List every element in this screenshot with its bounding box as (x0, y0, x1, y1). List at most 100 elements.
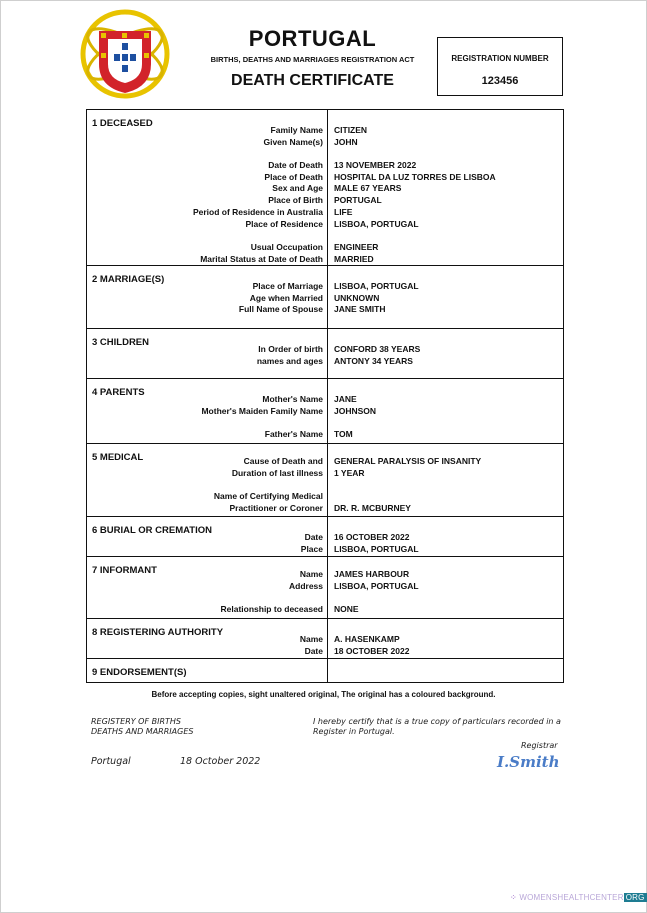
field-value: MARRIED (334, 253, 374, 264)
registry-line-1: REGISTERY OF BIRTHS (91, 717, 182, 726)
field-label: Given Name(s) (263, 136, 323, 147)
watermark-suffix: ORG (623, 893, 647, 902)
field-row: names and ages ANTONY 34 YEARS (87, 356, 563, 368)
field-value: A. HASENKAMP (334, 634, 400, 644)
field-row: Full Name of Spouse JANE SMITH (87, 304, 563, 316)
section-5: 5 MEDICAL Cause of Death and GENERAL PARAL… (87, 444, 563, 517)
section-title: 8 REGISTERING AUTHORITY (92, 627, 224, 638)
field-row: Cause of Death and GENERAL PARALYSIS OF I… (87, 456, 563, 468)
field-row: Address LISBOA, PORTUGAL (87, 581, 563, 593)
field-value: UNKNOWN (334, 292, 380, 303)
section-title: 3 CHILDREN (92, 337, 150, 348)
section-fields: Name A. HASENKAMP Date 18 OCTOBER 2022 (87, 634, 563, 657)
field-label: Date (304, 645, 323, 656)
section-7: 7 INFORMANT Name JAMES HARBOUR Address LISBO… (87, 557, 563, 619)
issue-date: 18 October 2022 (180, 756, 261, 767)
document-title: DEATH CERTIFICATE (231, 72, 394, 89)
section-fields: Cause of Death and GENERAL PARALYSIS OF I… (87, 456, 563, 514)
registration-number-label: REGISTRATION NUMBER (451, 54, 549, 63)
field-value: DR. R. MCBURNEY (334, 502, 411, 513)
registrar-label: Registrar (521, 741, 558, 750)
column-divider (327, 329, 328, 378)
column-divider (327, 266, 328, 328)
field-label (87, 230, 323, 242)
registration-number-box: REGISTRATION NUMBER 123456 (437, 37, 563, 96)
field-label: Full Name of Spouse (238, 304, 323, 315)
field-value: JANE (334, 394, 357, 404)
field-value: LISBOA, PORTUGAL (334, 218, 419, 229)
field-row (87, 417, 563, 429)
field-label: Place of Death (264, 171, 323, 182)
section-fields: Family Name CITIZEN Given Name(s) JOHN Date … (87, 125, 563, 265)
field-label: Place of Birth (268, 195, 323, 206)
field-label: Cause of Death and (243, 456, 323, 466)
field-row: Name of Certifying Medical (87, 491, 563, 503)
column-divider (327, 619, 328, 658)
field-value: MALE 67 YEARS (334, 183, 402, 194)
field-label: Relationship to deceased (220, 604, 324, 615)
field-row (87, 479, 563, 491)
field-value: JOHN (334, 136, 358, 147)
section-fields: Name JAMES HARBOUR Address LISBOA, PORTUGAL… (87, 569, 563, 616)
field-value: CITIZEN (334, 125, 368, 135)
section-title: 2 MARRIAGE(S) (92, 274, 165, 285)
field-label: Mother's Maiden Family Name (201, 405, 323, 416)
coat-of-arms-emblem (80, 9, 170, 99)
field-label: In Order of birth (258, 344, 323, 354)
field-value: TOM (334, 429, 353, 440)
field-row: Given Name(s) JOHN (87, 137, 563, 149)
field-row: Date 18 OCTOBER 2022 (87, 646, 563, 658)
section-3: 3 CHILDREN In Order of birth CONFORD 38 YE… (87, 329, 563, 379)
field-row: Practitioner or Coroner DR. R. MCBURNEY (87, 503, 563, 515)
act-subtitle: BIRTHS, DEATHS AND MARRIAGES REGISTRATIO… (210, 55, 415, 64)
field-label: Sex and Age (272, 183, 323, 194)
field-label: names and ages (256, 355, 323, 366)
field-value: LIFE (334, 206, 353, 217)
field-row: Date of Death 13 NOVEMBER 2022 (87, 160, 563, 172)
section-1: 1 DECEASED Family Name CITIZEN Given Name(s… (87, 110, 563, 266)
field-value: JOHNSON (334, 405, 377, 416)
section-fields: Place of Marriage LISBOA, PORTUGAL Age whe… (87, 281, 563, 316)
field-label: Period of Residence in Australia (192, 206, 323, 217)
section-fields: Mother's Name JANE Mother's Maiden Family … (87, 394, 563, 441)
registry-line-2: DEATHS AND MARRIAGES (91, 727, 194, 736)
registrar-signature: I.Smith (497, 753, 560, 771)
field-row: Sex and Age MALE 67 YEARS (87, 183, 563, 195)
field-value: CONFORD 38 YEARS (334, 344, 421, 354)
field-value: 16 OCTOBER 2022 (334, 532, 410, 542)
field-value: 1 YEAR (334, 467, 365, 478)
field-row: Age when Married UNKNOWN (87, 293, 563, 305)
field-row: Mother's Maiden Family Name JOHNSON (87, 406, 563, 418)
section-fields: Date 16 OCTOBER 2022 Place LISBOA, PORTUGAL (87, 532, 563, 555)
field-label: Place of Marriage (252, 281, 323, 291)
country-title: PORTUGAL (248, 26, 377, 51)
field-row: Period of Residence in Australia LIFE (87, 207, 563, 219)
section-title: 5 MEDICAL (92, 452, 144, 463)
field-label: Age when Married (249, 292, 323, 303)
issue-place: Portugal (91, 756, 131, 767)
field-label: Date (304, 532, 323, 542)
field-value: GENERAL PARALYSIS OF INSANITY (334, 456, 482, 466)
field-value: JAMES HARBOUR (334, 569, 410, 579)
column-divider (327, 659, 328, 682)
certify-line-1: I hereby certify that is a true copy of … (313, 717, 561, 726)
section-9: 9 ENDORSEMENT(S) (87, 659, 563, 682)
section-8: 8 REGISTERING AUTHORITY Name A. HASENKAMP D… (87, 619, 563, 659)
field-label: Practitioner or Coroner (229, 502, 323, 513)
field-value: JANE SMITH (334, 304, 386, 315)
section-6: 6 BURIAL OR CREMATION Date 16 OCTOBER 2022… (87, 517, 563, 557)
field-value: HOSPITAL DA LUZ TORRES DE LISBOA (334, 171, 496, 182)
field-row: Family Name CITIZEN (87, 125, 563, 137)
field-row: Name JAMES HARBOUR (87, 569, 563, 581)
field-label: Address (288, 580, 323, 591)
field-label (87, 417, 323, 429)
field-label: Name (299, 634, 323, 644)
field-label (87, 148, 323, 160)
section-title: 4 PARENTS (92, 387, 145, 398)
column-divider (327, 110, 328, 265)
field-value: ENGINEER (334, 241, 379, 252)
field-label: Duration of last illness (231, 467, 323, 478)
watermark-text: WOMENSHEALTHCENTER (519, 893, 624, 902)
certify-line-2: Register in Portugal. (313, 727, 395, 736)
field-label: Date of Death (268, 160, 323, 171)
